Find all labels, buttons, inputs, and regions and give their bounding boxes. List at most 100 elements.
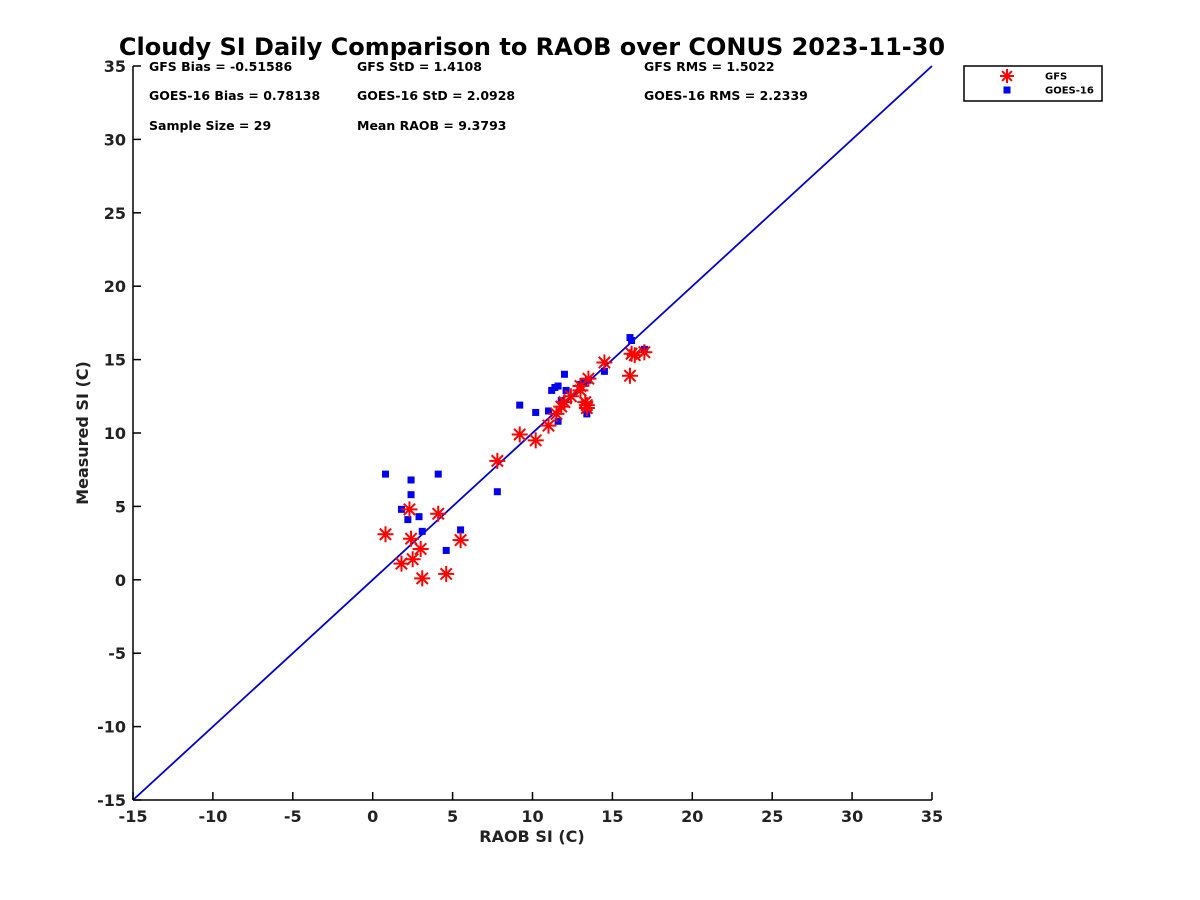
asterisk-stroke: [574, 384, 587, 397]
y-tick-label: -5: [108, 644, 126, 663]
goes-16-point: [554, 417, 562, 425]
chart-title: Cloudy SI Daily Comparison to RAOB over …: [119, 33, 945, 61]
asterisk-stroke: [404, 532, 418, 546]
goes-16-point: [516, 401, 524, 409]
gfs-point: [412, 540, 429, 557]
goes-16-point: [381, 470, 389, 478]
goes-16-point: [554, 382, 562, 390]
asterisk-stroke: [542, 419, 555, 433]
gfs-point: [580, 370, 597, 387]
goes-16-point: [442, 546, 450, 554]
stat-text: GFS Bias = -0.51586: [149, 59, 292, 74]
asterisk-stroke: [623, 369, 637, 383]
gfs-point: [540, 417, 557, 434]
stat-text: Sample Size = 29: [149, 118, 271, 133]
stat-text: GFS StD = 1.4108: [357, 59, 482, 74]
asterisk-stroke: [403, 502, 416, 516]
goes-16-point: [560, 370, 568, 378]
legend-label: GOES-16: [1045, 86, 1094, 97]
goes-16-point: [600, 367, 608, 375]
asterisk-stroke: [439, 567, 453, 581]
y-tick-label: 25: [104, 204, 126, 223]
gfs-point: [430, 505, 447, 522]
one-to-one-line: [132, 65, 933, 801]
reference-line-layer: [132, 65, 933, 801]
stat-text: GOES-16 RMS = 2.2339: [644, 88, 808, 103]
y-tick-label: 5: [115, 497, 126, 516]
goes-16-point: [434, 470, 442, 478]
goes-16-point: [418, 527, 426, 535]
x-tick-label: -5: [284, 807, 302, 826]
legend-box: [963, 65, 1103, 102]
x-tick-label: 15: [601, 807, 623, 826]
asterisk-stroke: [414, 542, 428, 556]
gfs-point: [404, 551, 421, 568]
y-tick-label: -15: [97, 791, 126, 810]
x-tick-label: 20: [681, 807, 703, 826]
stat-text: GFS RMS = 1.5022: [644, 59, 775, 74]
goes-16-point: [407, 491, 415, 499]
asterisk-stroke: [379, 527, 392, 541]
y-tick-label: 35: [104, 57, 126, 76]
gfs-point: [572, 382, 589, 399]
gfs-point: [548, 405, 565, 422]
x-tick-label: -10: [198, 807, 227, 826]
asterisk-stroke: [406, 552, 420, 566]
goes-16-point: [628, 337, 636, 345]
goes-16-point: [493, 488, 501, 496]
gfs-point: [403, 530, 420, 547]
x-tick-label: 35: [921, 807, 943, 826]
y-tick-label: 0: [115, 571, 126, 590]
asterisk-stroke: [454, 533, 467, 547]
x-tick-label: 25: [761, 807, 783, 826]
y-tick-label: 15: [104, 351, 126, 370]
statistics-annotations: GFS Bias = -0.51586 GFS StD = 1.4108 GFS R…: [149, 59, 808, 133]
goes-16-point: [407, 476, 415, 484]
x-tick-label: 5: [447, 807, 458, 826]
x-axis-label: RAOB SI (C): [479, 827, 584, 846]
gfs-point: [377, 526, 394, 543]
legend-gfs-marker: [1000, 69, 1014, 83]
legend-goes-16-marker: [1003, 86, 1011, 94]
gfs-point: [401, 501, 418, 518]
asterisk-stroke: [415, 571, 429, 585]
asterisk-stroke: [582, 372, 595, 386]
stat-text: GOES-16 Bias = 0.78138: [149, 88, 320, 103]
gfs-point: [489, 452, 506, 469]
asterisk-stroke: [1001, 70, 1013, 82]
asterisk-stroke: [564, 389, 578, 403]
asterisk-stroke: [637, 345, 651, 359]
gfs-point: [438, 565, 455, 582]
y-axis-label: Measured SI (C): [73, 361, 92, 505]
x-tick-label: -15: [119, 807, 148, 826]
legend: GFS GOES-16: [963, 65, 1103, 102]
asterisk-stroke: [580, 398, 594, 412]
x-tick-label: 10: [521, 807, 543, 826]
asterisk-stroke: [431, 507, 445, 521]
goes-16-point: [415, 513, 423, 521]
gfs-point: [452, 532, 469, 549]
y-tick-label: 20: [104, 277, 126, 296]
gfs-point: [562, 388, 579, 405]
asterisk-stroke: [513, 428, 527, 441]
y-tick-label: -10: [97, 718, 126, 737]
gfs-point: [414, 570, 431, 587]
axis-ticks-layer: -15 -10 -5 0 5 10 15 20 25 30 35 -15 -10 -5 0 5 10 15 20 25…: [97, 57, 943, 826]
asterisk-stroke: [598, 356, 611, 369]
stat-text: Mean RAOB = 9.3793: [357, 118, 506, 133]
goes-16-point: [457, 526, 465, 534]
goes-16-point: [544, 407, 552, 415]
gfs-point: [621, 367, 638, 384]
legend-label: GFS: [1045, 72, 1067, 83]
gfs-point: [527, 432, 544, 449]
asterisk-stroke: [529, 433, 543, 447]
y-tick-label: 30: [104, 130, 126, 149]
asterisk-stroke: [550, 407, 563, 421]
gfs-point: [511, 426, 528, 443]
gfs-point: [636, 344, 653, 361]
gfs-point: [596, 354, 613, 371]
x-tick-label: 30: [841, 807, 863, 826]
asterisk-stroke: [490, 454, 504, 468]
goes-16-point: [532, 408, 540, 416]
